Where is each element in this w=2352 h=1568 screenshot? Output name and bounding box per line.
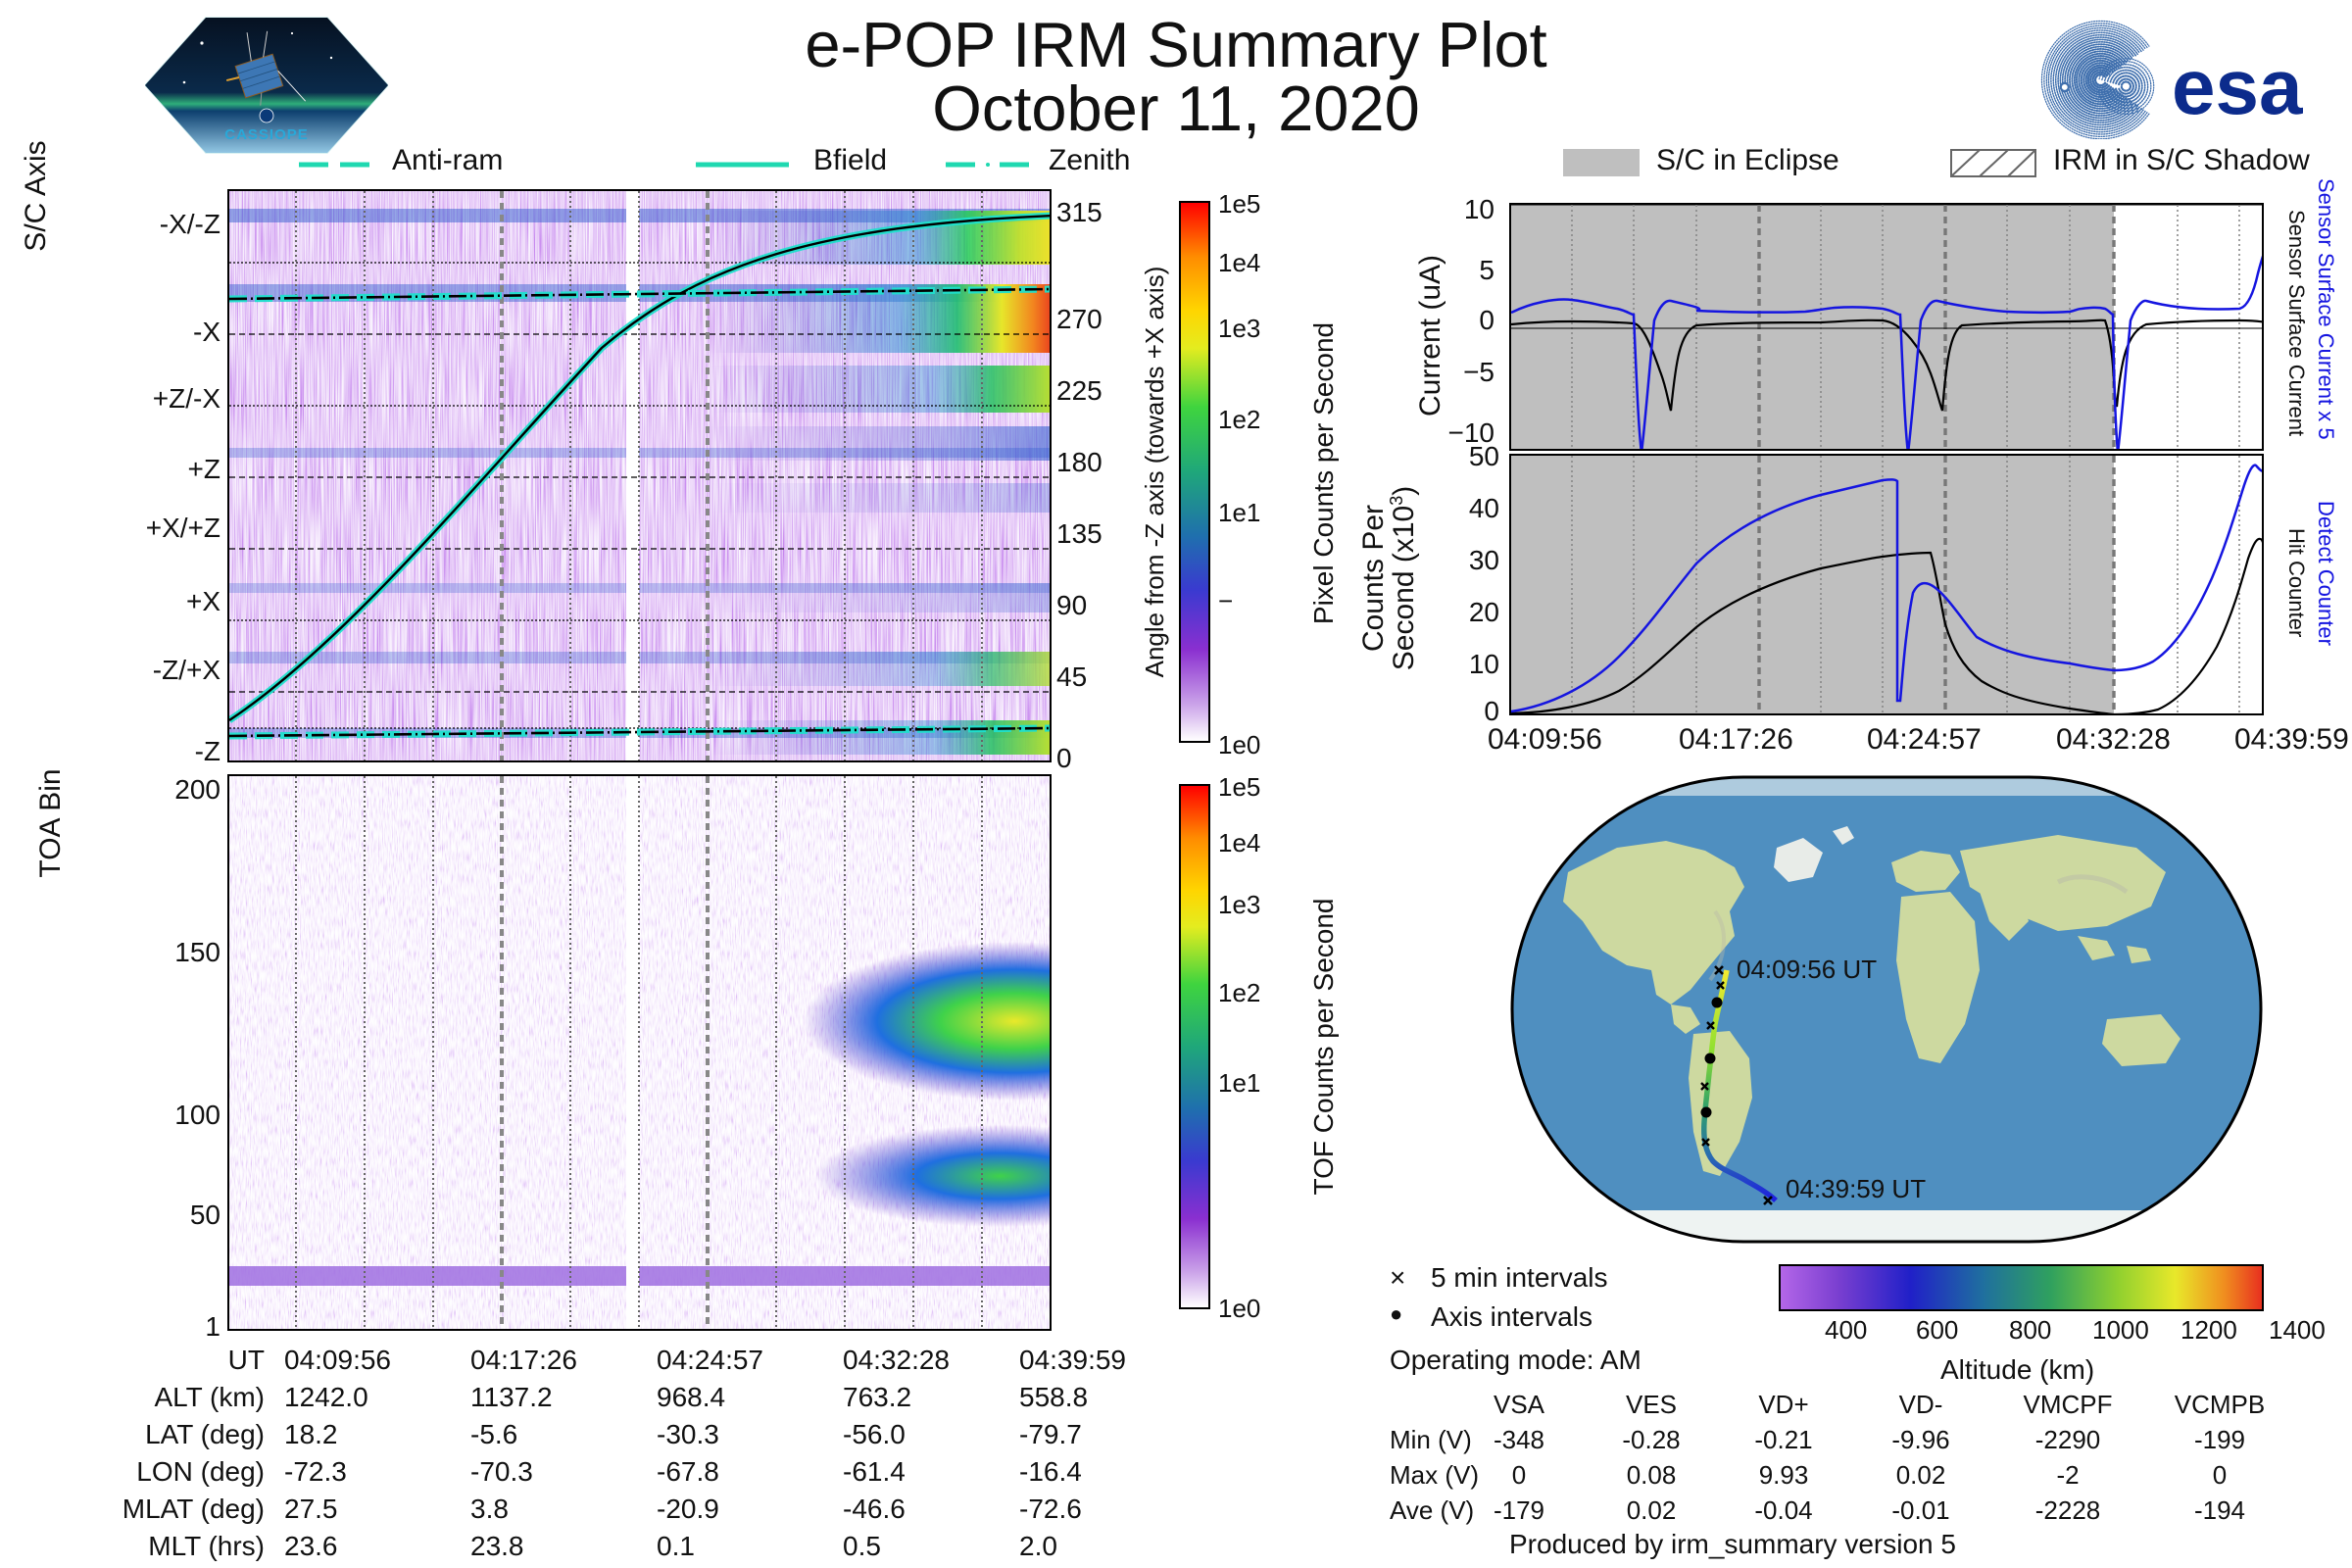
svg-text:esa: esa: [2172, 43, 2303, 130]
